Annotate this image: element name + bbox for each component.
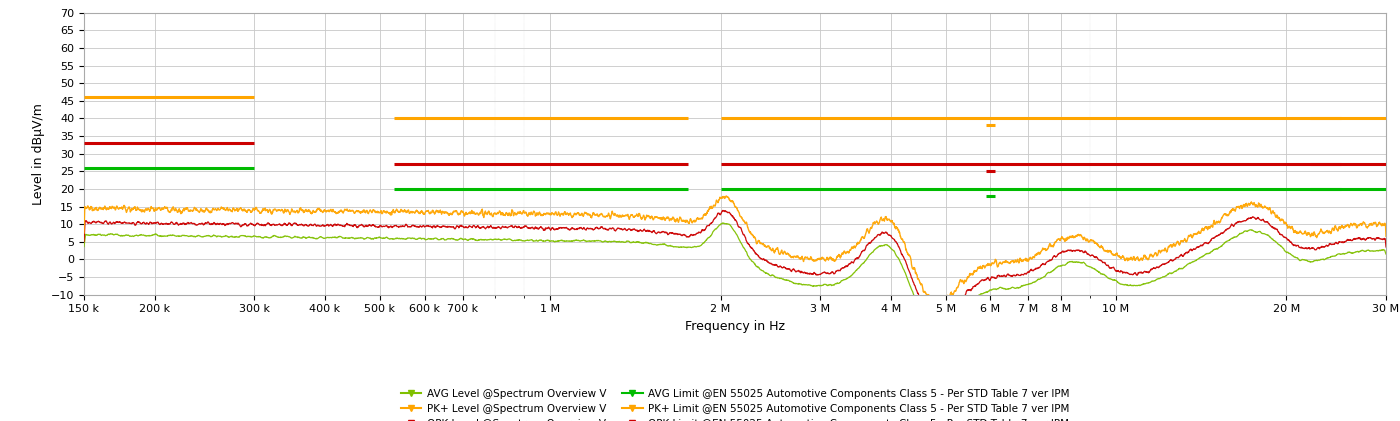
X-axis label: Frequency in Hz: Frequency in Hz xyxy=(685,320,785,333)
Y-axis label: Level in dBµV/m: Level in dBµV/m xyxy=(32,103,45,205)
Legend: AVG Level @Spectrum Overview V, PK+ Level @Spectrum Overview V, QPK Level @Spect: AVG Level @Spectrum Overview V, PK+ Leve… xyxy=(396,384,1074,421)
